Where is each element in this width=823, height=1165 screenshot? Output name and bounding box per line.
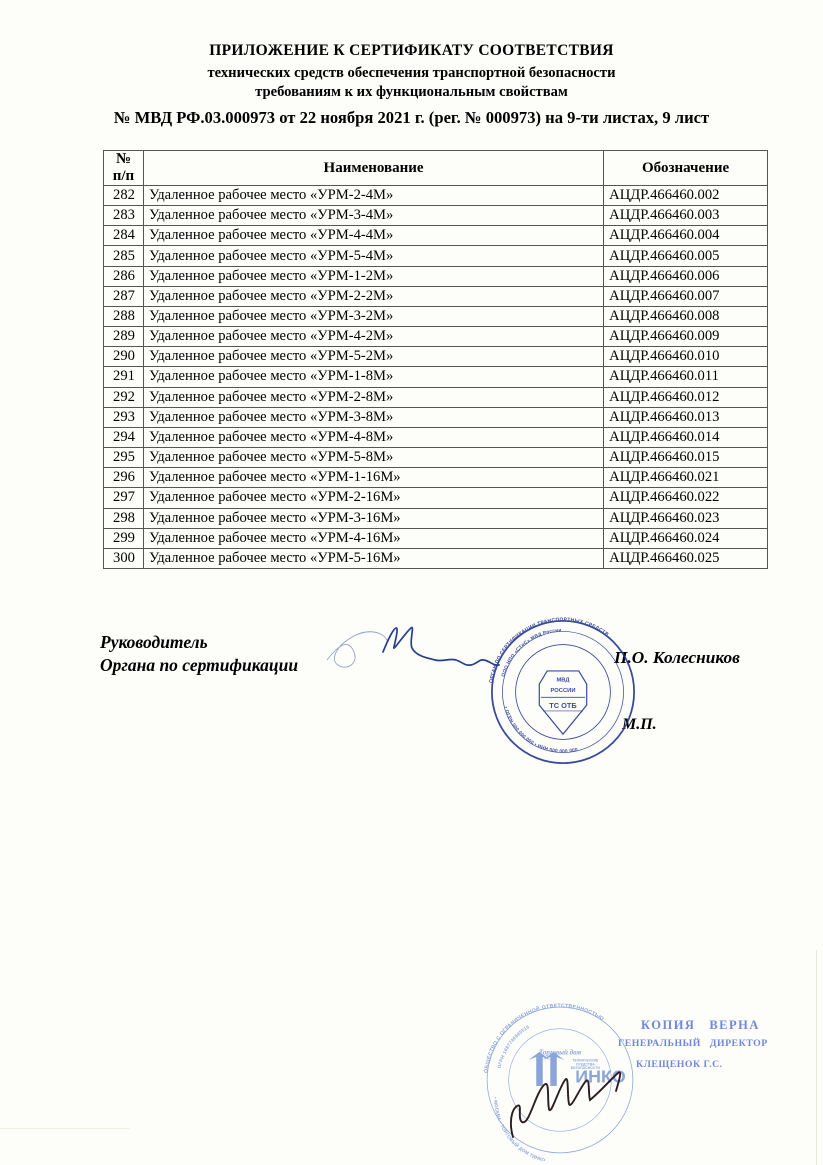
svg-text:РОССИИ: РОССИИ [551,688,576,694]
svg-text:ТС ОТБ: ТС ОТБ [549,701,577,710]
svg-text:МВД: МВД [556,677,570,683]
svg-text:• ОГРН 000 000 000 • ИНН 000 0: • ОГРН 000 000 000 • ИНН 000 000 000 [502,706,578,754]
